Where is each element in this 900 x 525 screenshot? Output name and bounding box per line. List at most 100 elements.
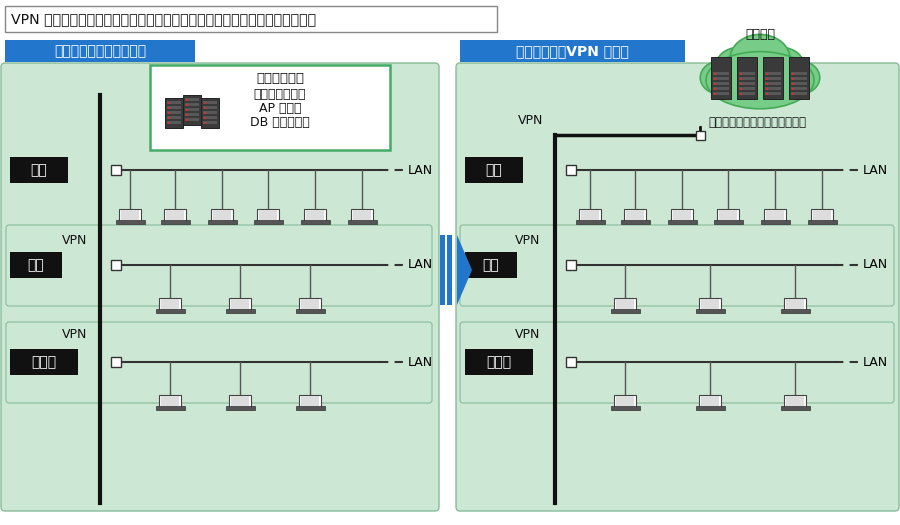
Bar xyxy=(786,299,805,309)
Bar xyxy=(672,211,691,219)
Bar xyxy=(201,98,219,128)
Bar xyxy=(792,88,794,89)
Bar xyxy=(465,349,533,375)
Bar xyxy=(160,299,179,309)
Bar xyxy=(185,113,199,116)
Bar xyxy=(168,102,170,103)
Bar xyxy=(204,107,206,109)
Bar xyxy=(766,83,768,85)
Bar xyxy=(230,299,249,309)
Bar xyxy=(230,298,251,310)
FancyBboxPatch shape xyxy=(456,63,899,511)
Text: 本社: 本社 xyxy=(31,163,48,177)
Bar xyxy=(301,299,320,309)
Ellipse shape xyxy=(779,61,820,94)
Bar xyxy=(204,117,206,119)
FancyBboxPatch shape xyxy=(6,322,432,403)
Bar xyxy=(739,77,755,80)
Bar xyxy=(780,309,809,313)
Bar xyxy=(696,309,725,313)
Bar xyxy=(700,299,719,309)
Bar xyxy=(700,396,719,405)
Bar xyxy=(156,309,184,313)
Bar xyxy=(203,121,217,124)
Bar xyxy=(212,209,233,221)
Bar xyxy=(739,87,755,90)
FancyBboxPatch shape xyxy=(460,322,894,403)
Bar xyxy=(791,72,807,75)
Bar xyxy=(185,108,199,111)
Bar xyxy=(166,211,184,219)
Bar xyxy=(185,103,199,106)
Bar xyxy=(739,82,755,85)
Bar xyxy=(168,117,170,119)
Bar xyxy=(183,95,201,125)
Bar xyxy=(111,357,121,367)
Bar xyxy=(791,82,807,85)
Bar xyxy=(203,116,217,119)
Bar xyxy=(740,73,742,75)
Bar xyxy=(203,106,217,109)
Bar xyxy=(614,395,636,407)
Bar xyxy=(168,112,170,113)
Bar xyxy=(714,83,716,85)
Bar xyxy=(789,57,809,99)
Bar xyxy=(295,309,325,313)
Bar xyxy=(765,87,781,90)
Bar xyxy=(792,93,794,94)
Text: LAN: LAN xyxy=(863,258,888,271)
Text: 名古屋: 名古屋 xyxy=(32,355,57,369)
Bar xyxy=(765,72,781,75)
Bar xyxy=(766,93,768,94)
Bar xyxy=(301,219,329,224)
Bar xyxy=(616,299,634,309)
Bar xyxy=(807,219,836,224)
Bar xyxy=(186,119,188,121)
Bar xyxy=(440,235,445,305)
Ellipse shape xyxy=(716,47,761,87)
Text: VPN: VPN xyxy=(62,234,87,247)
Bar xyxy=(575,219,605,224)
Bar xyxy=(614,298,636,310)
FancyBboxPatch shape xyxy=(1,63,439,511)
Bar xyxy=(626,211,644,219)
Bar xyxy=(760,219,789,224)
Bar xyxy=(230,395,251,407)
Text: LAN: LAN xyxy=(863,163,888,176)
Text: LAN: LAN xyxy=(408,355,433,369)
Text: LAN: LAN xyxy=(408,258,433,271)
Bar xyxy=(714,219,742,224)
Bar xyxy=(737,57,757,99)
Bar xyxy=(579,209,601,221)
Bar xyxy=(167,116,181,119)
Bar xyxy=(186,114,188,116)
Bar xyxy=(167,101,181,104)
Ellipse shape xyxy=(706,51,814,109)
Bar xyxy=(784,298,806,310)
Bar xyxy=(766,73,768,75)
Bar xyxy=(306,211,324,219)
Bar xyxy=(813,211,832,219)
Bar xyxy=(226,406,255,411)
Bar xyxy=(353,211,372,219)
Bar xyxy=(115,219,145,224)
Bar xyxy=(167,111,181,114)
Bar xyxy=(786,396,805,405)
Bar xyxy=(713,82,729,85)
Bar xyxy=(304,209,326,221)
Bar xyxy=(766,211,785,219)
Bar xyxy=(671,209,693,221)
Bar xyxy=(299,298,321,310)
Text: VPN: VPN xyxy=(515,234,540,247)
Bar xyxy=(168,122,170,123)
Bar xyxy=(150,65,390,150)
Bar xyxy=(696,406,725,411)
Text: 業務に必要なサーバー群を調達: 業務に必要なサーバー群を調達 xyxy=(708,117,806,130)
Bar xyxy=(460,40,685,62)
Bar xyxy=(111,165,121,175)
Polygon shape xyxy=(457,235,472,305)
Bar xyxy=(740,93,742,94)
Text: 自社運用の構成イメージ: 自社運用の構成イメージ xyxy=(54,44,146,58)
Bar xyxy=(299,395,321,407)
Bar xyxy=(566,260,576,270)
